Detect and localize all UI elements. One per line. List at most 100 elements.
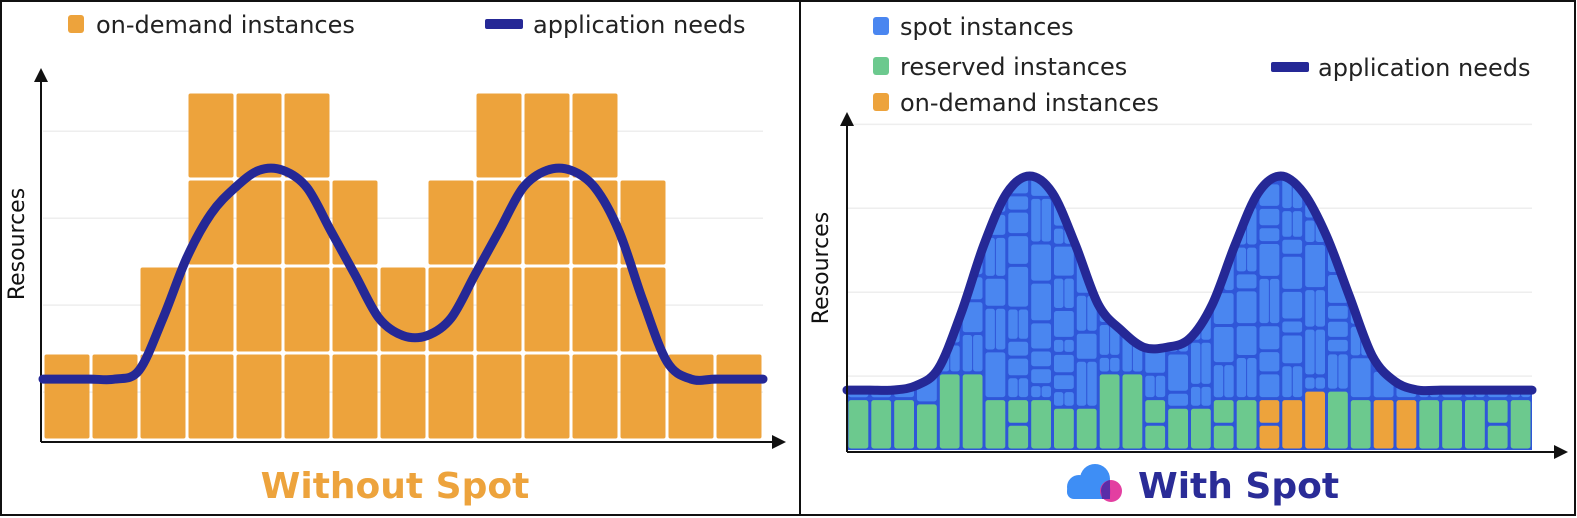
on-demand-instance-block [620, 180, 666, 265]
spot-instance-cell [1350, 228, 1361, 248]
spot-instance-cell [1316, 132, 1325, 175]
spot-instance-cell [1510, 222, 1531, 260]
spot-instance-cell [1282, 366, 1292, 398]
spot-instance-cell [1384, 331, 1394, 369]
spot-instance-cell [1396, 209, 1417, 228]
spot-instance-cell [1521, 176, 1531, 194]
spot-instance-cell [1373, 310, 1384, 329]
spot-instance-cell [950, 176, 960, 185]
spot-instance-cell [1429, 204, 1440, 216]
on-demand-instance-block [476, 354, 522, 439]
reserved-instance-cell [1236, 400, 1257, 449]
reserved-instance-cell [1168, 408, 1188, 449]
legend-swatch-on-demand-right [873, 93, 889, 111]
spot-instance-cell [1442, 315, 1452, 351]
reserved-instance-cell [962, 374, 983, 449]
spot-instance-cell [1201, 238, 1211, 255]
spot-instance-cell [1110, 228, 1120, 255]
legend-swatch-spot [873, 17, 889, 35]
spot-instance-cell [1465, 288, 1475, 301]
reserved-instance-cell [1076, 408, 1097, 449]
on-demand-instance-cell [1282, 400, 1303, 449]
spot-instance-cell [950, 345, 960, 372]
spot-instance-cell [1031, 283, 1051, 321]
reserved-instance-cell [1008, 400, 1029, 423]
on-demand-instance-block [236, 354, 282, 439]
spot-instance-cell [1510, 262, 1521, 302]
spot-instance-cell [1328, 190, 1348, 207]
spot-instance-cell [1064, 176, 1074, 189]
spot-instance-cell [1008, 309, 1018, 339]
spot-instance-cell [1076, 361, 1087, 406]
left-chart: on-demand instances application needs Re… [5, 11, 786, 507]
spot-instance-cell [939, 293, 960, 314]
spot-instance-cell [962, 176, 983, 179]
spot-instance-cell [1465, 250, 1475, 286]
spot-instance-cell [1282, 211, 1292, 237]
spot-instance-cell [1008, 341, 1029, 356]
spot-instance-cell [1054, 228, 1064, 244]
spot-instance-cell [927, 330, 937, 367]
spot-instance-cell [1328, 155, 1348, 170]
spot-instance-cell [1099, 257, 1120, 295]
spot-instance-cell [1406, 176, 1417, 179]
spot-instance-cell [1031, 323, 1051, 349]
spot-instance-cell [1452, 315, 1462, 351]
spot-instance-cell [858, 176, 869, 182]
spot-instance-cell [1031, 386, 1041, 398]
spot-instance-cell [1442, 212, 1452, 254]
spot-instance-cell [1465, 343, 1485, 376]
spot-instance-cell [973, 195, 983, 216]
spot-instance-cell [1373, 211, 1394, 223]
reserved-instance-cell [1213, 425, 1234, 449]
spot-instance-cell [1429, 353, 1440, 371]
on-demand-instance-block [236, 267, 282, 352]
spot-instance-cell [1487, 176, 1508, 190]
legend-swatch-on-demand [68, 15, 84, 33]
spot-instance-cell [1305, 220, 1315, 242]
spot-instance-cell [1168, 213, 1188, 226]
reserved-instance-cell [848, 400, 869, 449]
spot-instance-cell [1315, 329, 1325, 375]
spot-instance-cell [1305, 245, 1325, 288]
spot-instance-cell [917, 229, 927, 264]
spot-instance-cell [1465, 321, 1485, 341]
spot-instance-cell [894, 305, 914, 328]
spot-instance-cell [962, 195, 973, 216]
on-demand-instance-block [236, 180, 282, 265]
spot-instance-cell [1259, 228, 1280, 242]
spot-instance-cell [1259, 278, 1269, 324]
spot-instance-cell [962, 335, 973, 372]
spot-instance-cell [1350, 358, 1371, 398]
spot-instance-cell [1054, 354, 1074, 373]
spot-instance-cell [1031, 369, 1051, 384]
spot-instance-cell [1373, 253, 1394, 290]
on-demand-instance-cell [1259, 400, 1280, 423]
on-demand-bars [44, 93, 762, 439]
spot-instance-cell [1122, 287, 1143, 305]
on-demand-instance-block [332, 354, 378, 439]
right-legend: spot instances reserved instances on-dem… [873, 13, 1531, 117]
spot-instance-cell [1487, 320, 1498, 358]
spot-instance-cell [848, 201, 858, 239]
on-demand-instance-block [380, 354, 426, 439]
spot-instance-cell [1259, 352, 1280, 372]
spot-instance-cell [1487, 192, 1498, 214]
spot-instance-cell [1122, 255, 1143, 285]
spot-instance-cell [871, 347, 892, 365]
instances-area [847, 132, 1532, 450]
on-demand-instance-cell [1305, 391, 1325, 449]
spot-instance-cell [1396, 272, 1406, 286]
spot-instance-cell [1099, 189, 1120, 225]
spot-instance-cell [1282, 321, 1303, 333]
spot-instance-cell [1305, 132, 1314, 175]
spot-instance-cell [1008, 358, 1029, 376]
spot-instance-cell [1168, 228, 1178, 265]
spot-instance-cell [1031, 198, 1041, 242]
on-demand-instance-block [92, 354, 138, 439]
spot-instance-cell [1145, 181, 1166, 210]
spot-instance-cell [1429, 294, 1440, 317]
on-demand-instance-block [284, 93, 330, 178]
spot-instance-cell [1475, 176, 1485, 202]
right-axes [840, 112, 1568, 459]
